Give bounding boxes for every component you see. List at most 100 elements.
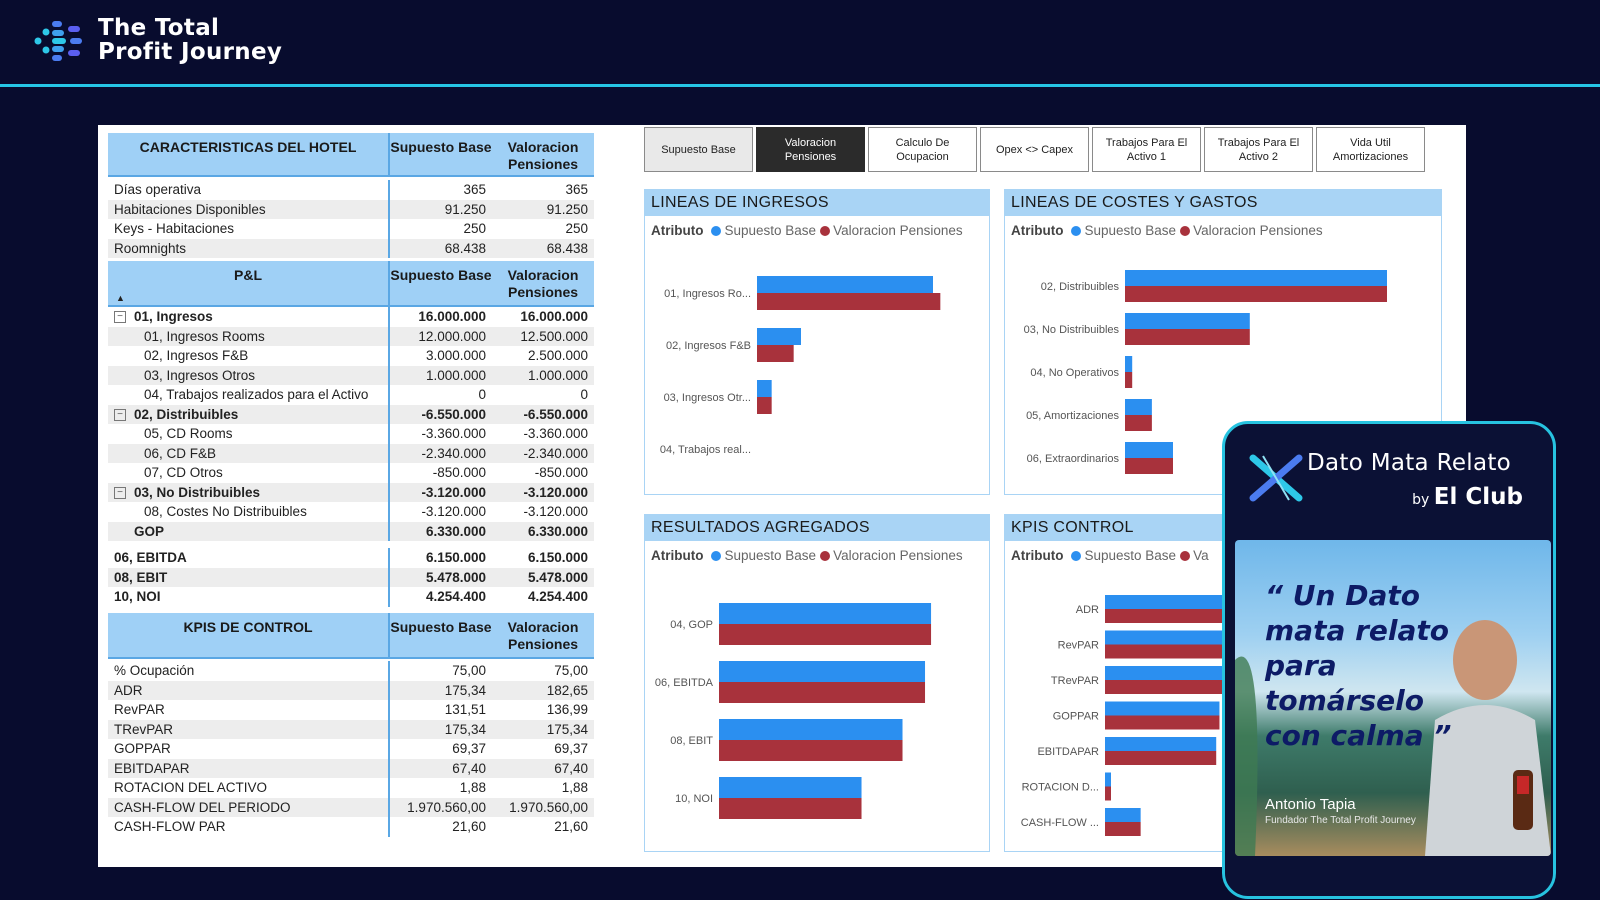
bar-supuesto-base[interactable] xyxy=(1105,808,1141,822)
pl-row[interactable]: −03, No Distribuibles -3.120.000 -3.120.00… xyxy=(108,482,594,502)
bar-supuesto-base[interactable] xyxy=(1125,399,1152,415)
bar-valoracion-pensiones[interactable] xyxy=(719,682,926,703)
header-divider xyxy=(0,84,1600,87)
pl-row-label: 02, Ingresos F&B xyxy=(108,346,390,366)
bar-supuesto-base[interactable] xyxy=(757,276,933,293)
table-row[interactable]: TRevPAR 175,34 175,34 xyxy=(108,719,594,739)
bar-valoracion-pensiones[interactable] xyxy=(1105,715,1220,730)
bar-valoracion-pensiones[interactable] xyxy=(719,740,903,761)
legend-series1[interactable]: Supuesto Base xyxy=(724,223,817,238)
table-row[interactable]: EBITDAPAR 67,40 67,40 xyxy=(108,758,594,778)
bar-valoracion-pensiones[interactable] xyxy=(1105,822,1141,836)
table-row[interactable]: Keys - Habitaciones 250 250 xyxy=(108,219,594,239)
collapse-icon[interactable]: − xyxy=(114,311,126,324)
pl-row[interactable]: 05, CD Rooms -3.360.000 -3.360.000 xyxy=(108,424,594,444)
header-col-3[interactable]: Valoracion Pensiones xyxy=(507,619,579,652)
table-row[interactable]: RevPAR 131,51 136,99 xyxy=(108,700,594,720)
pl-row[interactable]: −02, Distribuibles -6.550.000 -6.550.000 xyxy=(108,404,594,424)
pl-row[interactable]: 08, EBIT 5.478.000 5.478.000 xyxy=(108,567,594,587)
header-col-2[interactable]: Supuesto Base xyxy=(390,139,492,155)
bar-valoracion-pensiones[interactable] xyxy=(1125,286,1387,302)
bar-supuesto-base[interactable] xyxy=(1125,356,1133,372)
pl-value-pensiones: 12.500.000 xyxy=(520,328,588,344)
header-col-2[interactable]: Supuesto Base xyxy=(390,619,492,635)
collapse-icon[interactable]: − xyxy=(114,408,126,421)
bar-valoracion-pensiones[interactable] xyxy=(1125,415,1152,431)
sort-ascending-icon[interactable]: ▲ xyxy=(116,293,125,303)
header-col-3[interactable]: Valoracion Pensiones xyxy=(507,139,579,172)
table-row[interactable]: ADR 175,34 182,65 xyxy=(108,680,594,700)
bar-valoracion-pensiones[interactable] xyxy=(1105,786,1111,801)
header-col-1[interactable]: P&L xyxy=(108,261,390,305)
tab-trabajos-activo-1[interactable]: Trabajos Para El Activo 1 xyxy=(1092,127,1201,172)
legend-series2[interactable]: Valoracion Pensiones xyxy=(1193,223,1323,238)
pl-row[interactable]: 01, Ingresos Rooms 12.000.000 12.500.000 xyxy=(108,326,594,346)
bar-supuesto-base[interactable] xyxy=(757,380,772,397)
bar-valoracion-pensiones[interactable] xyxy=(719,798,862,819)
bar-supuesto-base[interactable] xyxy=(719,661,926,682)
bar-supuesto-base[interactable] xyxy=(757,328,801,345)
legend-series2[interactable]: Valoracion Pensiones xyxy=(833,548,963,563)
bar-valoracion-pensiones[interactable] xyxy=(719,624,932,645)
bar-valoracion-pensiones[interactable] xyxy=(1105,751,1217,765)
legend-series2[interactable]: Valoracion Pensiones xyxy=(833,223,963,238)
legend-series1[interactable]: Supuesto Base xyxy=(1084,223,1177,238)
bar-supuesto-base[interactable] xyxy=(1105,772,1111,787)
pl-row[interactable]: −01, Ingresos 16.000.000 16.000.000 xyxy=(108,307,594,327)
header-col-2[interactable]: Supuesto Base xyxy=(390,267,492,283)
tab-calculo-ocupacion[interactable]: Calculo De Ocupacion xyxy=(868,127,977,172)
table-row[interactable]: CASH-FLOW PAR 21,60 21,60 xyxy=(108,817,594,837)
pl-row[interactable]: 08, Costes No Distribuibles -3.120.000 -3.… xyxy=(108,502,594,522)
table-row[interactable]: % Ocupación 75,00 75,00 xyxy=(108,661,594,681)
pl-row[interactable]: 10, NOI 4.254.400 4.254.400 xyxy=(108,587,594,607)
table-row[interactable]: CASH-FLOW DEL PERIODO 1.970.560,00 1.970.5… xyxy=(108,797,594,817)
bar-supuesto-base[interactable] xyxy=(1105,701,1220,716)
bar-valoracion-pensiones[interactable] xyxy=(757,293,941,310)
bar-valoracion-pensiones[interactable] xyxy=(757,397,772,414)
chart-resultados-agregados[interactable]: RESULTADOS AGREGADOS Atributo Supuesto Ba… xyxy=(644,514,990,852)
table-row[interactable]: ROTACION DEL ACTIVO 1,88 1,88 xyxy=(108,778,594,798)
bar-supuesto-base[interactable] xyxy=(719,603,932,624)
bar-supuesto-base[interactable] xyxy=(719,719,903,740)
chart-lineas-ingresos[interactable]: LINEAS DE INGRESOS Atributo Supuesto Base… xyxy=(644,189,990,495)
pl-row[interactable]: 03, Ingresos Otros 1.000.000 1.000.000 xyxy=(108,365,594,385)
bar-supuesto-base[interactable] xyxy=(1125,442,1173,458)
pl-row[interactable]: 07, CD Otros -850.000 -850.000 xyxy=(108,463,594,483)
tab-opex-capex[interactable]: Opex <> Capex xyxy=(980,127,1089,172)
table-row[interactable]: Habitaciones Disponibles 91.250 91.250 xyxy=(108,199,594,219)
tab-vida-util[interactable]: Vida Util Amortizaciones xyxy=(1316,127,1425,172)
header-col-1[interactable]: CARACTERISTICAS DEL HOTEL xyxy=(108,133,390,175)
table-row[interactable]: GOPPAR 69,37 69,37 xyxy=(108,739,594,759)
pl-row[interactable]: 04, Trabajos realizados para el Activo 0 0 xyxy=(108,385,594,405)
header-col-3[interactable]: Valoracion Pensiones xyxy=(507,267,579,300)
bar-valoracion-pensiones[interactable] xyxy=(757,345,794,362)
header-col-1[interactable]: KPIS DE CONTROL xyxy=(108,613,390,657)
collapse-icon[interactable]: − xyxy=(114,486,126,499)
tab-supuesto-base[interactable]: Supuesto Base xyxy=(644,127,753,172)
table-header[interactable]: KPIS DE CONTROL Supuesto Base Valoracion… xyxy=(108,613,594,659)
table-cell: 365 xyxy=(463,182,486,197)
table-header[interactable]: CARACTERISTICAS DEL HOTEL Supuesto Base … xyxy=(108,133,594,177)
bar-supuesto-base[interactable] xyxy=(1125,270,1387,286)
bar-valoracion-pensiones[interactable] xyxy=(1125,372,1133,388)
bar-supuesto-base[interactable] xyxy=(1125,313,1250,329)
bar-valoracion-pensiones[interactable] xyxy=(1125,458,1173,474)
table-row[interactable]: Días operativa 365 365 xyxy=(108,180,594,200)
legend-series2[interactable]: Va xyxy=(1193,548,1209,563)
legend-series1[interactable]: Supuesto Base xyxy=(1084,548,1177,563)
pl-row[interactable]: 06, CD F&B -2.340.000 -2.340.000 xyxy=(108,443,594,463)
table-header[interactable]: P&L Supuesto Base Valoracion Pensiones ▲ xyxy=(108,261,594,307)
tab-valoracion-pensiones[interactable]: Valoracion Pensiones xyxy=(756,127,865,172)
table-row[interactable]: Roomnights 68.438 68.438 xyxy=(108,238,594,258)
pl-value-base: -3.360.000 xyxy=(421,426,486,441)
pl-row[interactable]: 02, Ingresos F&B 3.000.000 2.500.000 xyxy=(108,346,594,366)
legend-series1[interactable]: Supuesto Base xyxy=(724,548,817,563)
scenario-tabs: Supuesto Base Valoracion Pensiones Calcu… xyxy=(644,127,1425,172)
bar-supuesto-base[interactable] xyxy=(719,777,862,798)
tab-trabajos-activo-2[interactable]: Trabajos Para El Activo 2 xyxy=(1204,127,1313,172)
table-cell: 175,34 xyxy=(546,721,588,737)
bar-valoracion-pensiones[interactable] xyxy=(1125,329,1250,345)
pl-row[interactable]: 06, EBITDA 6.150.000 6.150.000 xyxy=(108,548,594,568)
bar-supuesto-base[interactable] xyxy=(1105,737,1217,751)
pl-row[interactable]: GOP 6.330.000 6.330.000 xyxy=(108,521,594,541)
